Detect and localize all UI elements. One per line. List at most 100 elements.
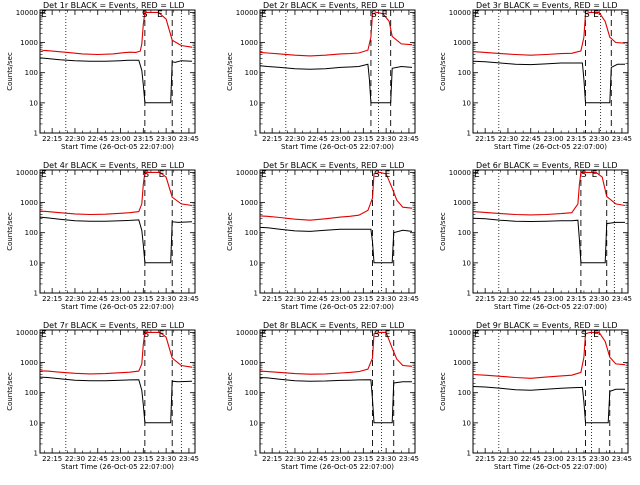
x-tick-label: 22:45 <box>88 135 108 143</box>
lld-series-line <box>39 171 193 216</box>
x-tick-label: 23:00 <box>110 455 130 463</box>
y-tick-label: 1 <box>34 290 38 298</box>
x-tick-label: 22:30 <box>498 455 518 463</box>
y-axis-label: Counts/sec <box>6 52 14 91</box>
y-tick-label: 1 <box>467 450 471 458</box>
flag-letter: E <box>41 330 47 340</box>
events-series-line <box>39 376 193 424</box>
flag-letter: E <box>261 10 267 20</box>
flag-letter: E <box>157 10 163 20</box>
x-tick-label: 22:30 <box>65 455 85 463</box>
x-tick-label: 22:15 <box>42 455 62 463</box>
flag-letter: E <box>261 330 267 340</box>
y-tick-label: 1000 <box>20 359 38 367</box>
x-tick-label: 22:30 <box>498 295 518 303</box>
x-tick-label: 23:15 <box>566 455 586 463</box>
y-tick-label: 1 <box>254 450 258 458</box>
panel-4: Det 4r BLACK = Events, RED = LLD 1 10 100 10… <box>6 161 199 311</box>
y-tick-label: 1000 <box>453 199 471 207</box>
y-tick-label: 10 <box>462 99 471 107</box>
plot-frame <box>259 9 416 134</box>
flag-letter: S <box>143 330 149 340</box>
x-tick-label: 22:45 <box>521 295 541 303</box>
plot-frame <box>472 329 629 454</box>
flag-letter: S <box>374 170 380 180</box>
y-tick-label: 10000 <box>236 329 258 337</box>
flag-letter: E <box>261 170 267 180</box>
lld-series-line <box>472 11 626 56</box>
flag-letter: E <box>41 10 47 20</box>
plot-frame <box>39 9 196 134</box>
panel-title: Det 8r BLACK = Events, RED = LLD <box>263 321 405 330</box>
panel-2: Det 2r BLACK = Events, RED = LLD 1 10 100 10… <box>226 1 419 151</box>
panel-title: Det 2r BLACK = Events, RED = LLD <box>263 1 405 10</box>
y-tick-label: 1 <box>34 450 38 458</box>
panel-8: Det 8r BLACK = Events, RED = LLD 1 10 100 10… <box>226 321 419 471</box>
y-tick-label: 1 <box>467 290 471 298</box>
x-tick-label: 23:45 <box>399 135 419 143</box>
y-axis-label: Counts/sec <box>226 372 234 411</box>
x-tick-label: 23:00 <box>330 295 350 303</box>
plot-frame <box>472 9 629 134</box>
y-axis-label: Counts/sec <box>226 212 234 251</box>
events-series-line <box>259 377 412 424</box>
x-tick-label: 23:00 <box>330 455 350 463</box>
panel-3: Det 3r BLACK = Events, RED = LLD 1 10 100 10… <box>439 1 632 151</box>
flag-letter: E <box>474 170 480 180</box>
y-tick-label: 1000 <box>20 39 38 47</box>
panel-title: Det 5r BLACK = Events, RED = LLD <box>263 161 405 170</box>
y-tick-label: 10000 <box>449 329 471 337</box>
plot-frame <box>39 169 196 294</box>
x-tick-label: 22:30 <box>285 135 305 143</box>
events-series-line <box>39 57 193 104</box>
flag-letter: E <box>385 330 391 340</box>
lld-series-line <box>259 331 413 375</box>
y-tick-label: 1 <box>254 290 258 298</box>
x-tick-label: 22:30 <box>498 135 518 143</box>
flag-letter: S <box>581 330 587 340</box>
y-axis-label: Counts/sec <box>226 52 234 91</box>
y-tick-label: 100 <box>245 69 258 77</box>
y-tick-label: 100 <box>458 229 471 237</box>
y-tick-label: 100 <box>245 229 258 237</box>
x-tick-label: 23:15 <box>353 295 373 303</box>
x-tick-label: 23:45 <box>399 455 419 463</box>
x-tick-label: 23:45 <box>399 295 419 303</box>
panel-title: Det 4r BLACK = Events, RED = LLD <box>43 161 185 170</box>
x-axis-label: Start Time (26-Oct-05 22:07:00) <box>281 303 394 311</box>
events-series-line <box>39 216 193 264</box>
x-axis-label: Start Time (26-Oct-05 22:07:00) <box>61 303 174 311</box>
x-tick-label: 23:15 <box>353 135 373 143</box>
flag-letter: E <box>382 10 388 20</box>
y-axis-label: Counts/sec <box>6 372 14 411</box>
flag-letter: E <box>385 170 391 180</box>
x-tick-label: 23:30 <box>156 135 176 143</box>
x-tick-label: 23:30 <box>156 295 176 303</box>
x-tick-label: 22:15 <box>475 455 495 463</box>
plot-frame <box>39 329 196 454</box>
x-tick-label: 22:15 <box>262 295 282 303</box>
x-axis-label: Start Time (26-Oct-05 22:07:00) <box>281 143 394 151</box>
x-tick-label: 22:30 <box>285 455 305 463</box>
y-tick-label: 100 <box>25 69 38 77</box>
x-tick-label: 23:45 <box>179 295 199 303</box>
y-tick-label: 10 <box>462 259 471 267</box>
x-tick-label: 22:30 <box>285 295 305 303</box>
x-tick-label: 22:45 <box>521 455 541 463</box>
panel-title: Det 3r BLACK = Events, RED = LLD <box>476 1 618 10</box>
x-tick-label: 23:45 <box>179 455 199 463</box>
events-series-line <box>472 386 625 424</box>
y-tick-label: 100 <box>25 389 38 397</box>
flag-letter: S <box>143 170 149 180</box>
y-tick-label: 10 <box>462 419 471 427</box>
flag-letter: S <box>584 10 590 20</box>
y-tick-label: 10 <box>29 419 38 427</box>
y-tick-label: 100 <box>25 229 38 237</box>
panel-5: Det 5r BLACK = Events, RED = LLD 1 10 100 10… <box>226 161 419 311</box>
y-tick-label: 1000 <box>240 199 258 207</box>
flag-letter: E <box>159 330 165 340</box>
x-tick-label: 22:15 <box>262 135 282 143</box>
y-tick-label: 10 <box>249 259 258 267</box>
y-axis-label: Counts/sec <box>439 52 447 91</box>
